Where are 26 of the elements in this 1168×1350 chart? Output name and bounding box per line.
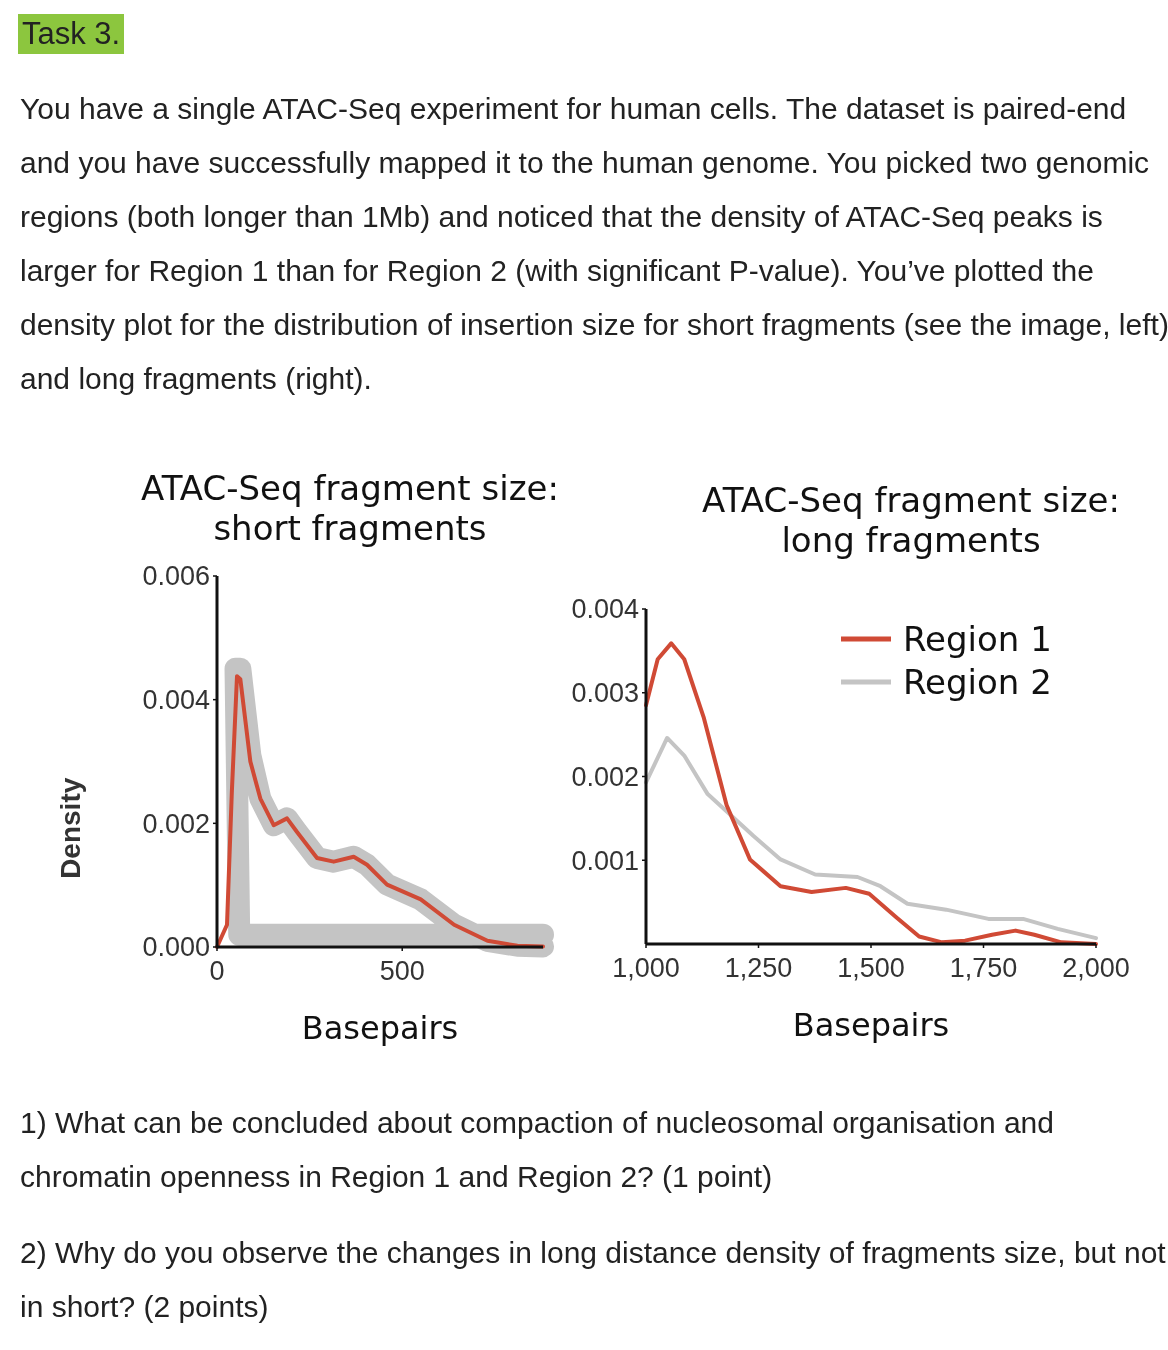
legend-label: Region 1 (903, 618, 1052, 659)
x-axis-title: Basepairs (792, 1006, 950, 1044)
x-tick-label: 0 (209, 956, 225, 986)
x-tick-label: 500 (379, 956, 425, 986)
y-tick-label: 0.004 (142, 685, 210, 716)
y-tick-label: 0.004 (571, 594, 639, 625)
chart-title: ATAC-Seq fragment size: long fragments (702, 480, 1120, 560)
x-tick-label: 1,500 (837, 953, 905, 983)
text: 2) Why do you observe the changes in long distance density of fragments size, but not in short? (2 points) (20, 1235, 1167, 1325)
y-tick-label: 0.000 (142, 932, 210, 963)
x-axis-title: Basepairs (301, 1009, 459, 1047)
y-tick-label: 0.001 (571, 845, 639, 876)
y-tick-label: 0.002 (571, 761, 639, 792)
y-tick-label: 0.006 (142, 561, 210, 592)
x-tick-label: 1,750 (949, 953, 1018, 983)
x-tick-label: 1,000 (612, 953, 680, 983)
y-tick-label: 0.003 (571, 678, 639, 709)
y-axis-title: Density (55, 777, 86, 879)
text-highlight: Task 3. (18, 14, 125, 54)
chart-title: ATAC-Seq fragment size: short fragments (141, 468, 559, 548)
legend-label: Region 2 (903, 661, 1052, 702)
text: 1) What can be concluded about compaction of nucleosomal organisation and chromatin openness in Region 1 and Region 2? (1 point) (20, 1105, 1055, 1195)
x-tick-label: 1,250 (724, 953, 793, 983)
y-tick-label: 0.002 (142, 808, 210, 839)
x-tick-label: 2,000 (1062, 953, 1130, 983)
text: You have a single ATAC-Seq experiment for human cells. The dataset is paired-end and you have successfully mapped it to the human genome. You picked two genomic regions (both longer than 1Mb) and noticed that the density of ATAC-Seq peaks is larger for Region 1 than for Region 2 (with significant P-value). You’ve plotted the density plot for the distribution of insertion size for short fragments (see the image, left) and long fragments (right). (20, 91, 1168, 397)
